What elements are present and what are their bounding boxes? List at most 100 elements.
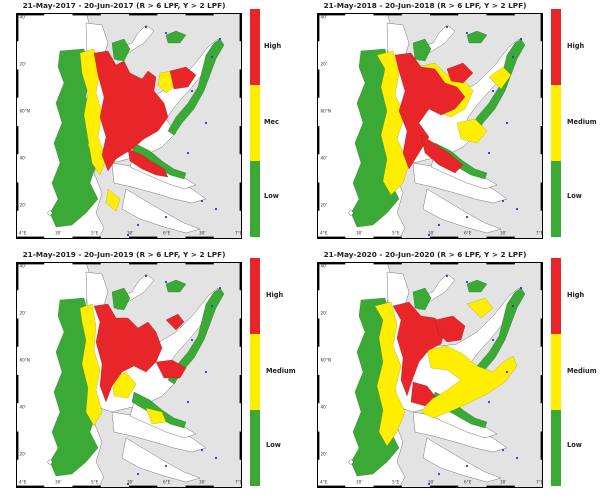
blue-dot-icon-4 — [491, 89, 495, 93]
map-panel-4: 21-May-2020 - 20-Jun-2020 (R > 6 LPF, Y … — [301, 249, 602, 498]
blue-dot-icon-4 — [491, 338, 495, 342]
panel-title: 21-May-2019 - 20-Jun-2019 (R > 6 LPF, Y … — [22, 250, 226, 259]
colorbar-medium — [551, 85, 561, 161]
legend-label-low: Low — [567, 192, 582, 200]
blue-dot-icon-4 — [190, 338, 194, 342]
zone-low-2 — [131, 391, 187, 429]
zone-high-0 — [394, 52, 466, 170]
colorbar-medium — [250, 334, 260, 410]
sea-area-3 — [121, 188, 201, 234]
blue-dot-icon-10 — [136, 472, 140, 476]
blue-dot-icon-1 — [164, 280, 168, 284]
legend-label-high: High — [266, 291, 284, 299]
blue-dot-icon-9 — [465, 464, 469, 468]
zone-medium-1 — [111, 371, 137, 399]
lon-tick-3: 30' — [127, 231, 133, 236]
blue-dot-icon-0 — [445, 274, 449, 278]
blue-dot-icon-9 — [164, 464, 168, 468]
panel-title: 21-May-2017 - 20-Jun-2017 (R > 6 LPF, Y … — [22, 1, 226, 10]
lat-tick-1: 20' — [321, 62, 327, 67]
zone-high-1 — [155, 359, 187, 379]
map-frame: 40' 20' 60°N 40' 20' 4°E 30' 5°E 30' 6°E 30' 7°E — [16, 262, 242, 488]
lon-tick-2: 5°E — [91, 480, 99, 485]
station-markers — [126, 25, 222, 237]
risk-zones — [47, 30, 225, 228]
colorbar-low — [250, 410, 260, 486]
island-marker — [47, 459, 53, 465]
lat-tick-3: 40' — [20, 156, 26, 161]
lat-tick-4: 20' — [20, 203, 26, 208]
colorbar-medium — [551, 334, 561, 410]
blue-dot-icon-7 — [200, 448, 204, 452]
lon-tick-0: 4°E — [19, 231, 27, 236]
blue-dot-icon-8 — [515, 456, 519, 460]
axis-ticks: 40' 20' 60°N 40' 20' 4°E 30' 5°E 30' 6°E 30' 7°E — [19, 264, 242, 485]
zone-high-1 — [127, 148, 169, 178]
map-frame: 40' 20' 60°N 40' 20' 4°E 30' 5°E 30' 6°E 30' 7°E — [317, 13, 543, 239]
zone-low-1 — [167, 287, 225, 385]
blue-dot-icon-8 — [515, 207, 519, 211]
blue-dot-icon-5 — [204, 370, 208, 374]
blue-dot-icon-6 — [186, 400, 190, 404]
map-border — [16, 13, 242, 239]
blue-dot-icon-11 — [427, 482, 431, 486]
zone-low-3 — [111, 279, 187, 311]
blue-dot-icon-2 — [218, 37, 222, 41]
legend-label-high: High — [567, 291, 585, 299]
blue-dot-icon-4 — [190, 89, 194, 93]
lat-tick-4: 20' — [321, 452, 327, 457]
blue-dot-icon-3 — [511, 304, 515, 308]
zone-low-3 — [412, 279, 488, 311]
zone-medium-3 — [488, 66, 512, 90]
blue-dot-icon-0 — [144, 25, 148, 29]
blue-dot-icon-8 — [214, 207, 218, 211]
sea-area-3 — [422, 437, 502, 483]
lon-tick-0: 4°E — [320, 480, 328, 485]
colorbar — [551, 9, 561, 237]
lat-tick-1: 20' — [20, 311, 26, 316]
zone-high-2 — [165, 313, 185, 331]
colorbar — [250, 258, 260, 486]
zone-medium-2 — [456, 118, 488, 144]
lat-tick-0: 40' — [20, 264, 26, 269]
blue-dot-icon-9 — [465, 215, 469, 219]
lat-tick-4: 20' — [321, 203, 327, 208]
blue-dot-icon-7 — [501, 199, 505, 203]
map-frame: 40' 20' 60°N 40' 20' 4°E 30' 5°E 30' 6°E 30' 7°E — [317, 262, 543, 488]
blue-dot-icon-9 — [164, 215, 168, 219]
zone-medium-0 — [79, 303, 103, 427]
axis-ticks: 40' 20' 60°N 40' 20' 4°E 30' 5°E 30' 6°E 30' 7°E — [320, 264, 543, 485]
risk-zones — [348, 279, 526, 477]
lon-tick-6: 7°E — [235, 480, 242, 485]
lat-tick-2: 60°N — [20, 358, 31, 363]
blue-dot-icon-5 — [505, 370, 509, 374]
axis-ticks: 40' 20' 60°N 40' 20' 4°E 30' 5°E 30' 6°E 30' 7°E — [19, 15, 242, 236]
blue-dot-icon-10 — [437, 223, 441, 227]
blue-dot-icon-11 — [126, 233, 130, 237]
lon-tick-2: 5°E — [392, 231, 400, 236]
lon-tick-0: 4°E — [19, 480, 27, 485]
lon-tick-5: 30' — [500, 480, 506, 485]
zone-high-1 — [420, 134, 464, 174]
zone-medium-2 — [466, 297, 494, 319]
lon-tick-2: 5°E — [91, 231, 99, 236]
lon-tick-3: 30' — [428, 480, 434, 485]
legend-label-low: Low — [567, 441, 582, 449]
blue-dot-icon-3 — [210, 304, 214, 308]
zone-low-1 — [468, 38, 526, 136]
blue-dot-icon-3 — [511, 55, 515, 59]
colorbar-high — [250, 258, 260, 334]
lon-tick-0: 4°E — [320, 231, 328, 236]
zone-high-0 — [93, 50, 169, 172]
zone-low-3 — [412, 30, 488, 62]
lon-tick-3: 30' — [127, 480, 133, 485]
blue-dot-icon-5 — [505, 121, 509, 125]
legend-label-low: Low — [264, 192, 279, 200]
lon-tick-5: 30' — [199, 231, 205, 236]
station-markers — [126, 274, 222, 486]
blue-dot-icon-11 — [427, 233, 431, 237]
blue-dot-icon-1 — [465, 280, 469, 284]
lat-tick-1: 20' — [321, 311, 327, 316]
lat-tick-4: 20' — [20, 452, 26, 457]
colorbar-high — [551, 9, 561, 85]
